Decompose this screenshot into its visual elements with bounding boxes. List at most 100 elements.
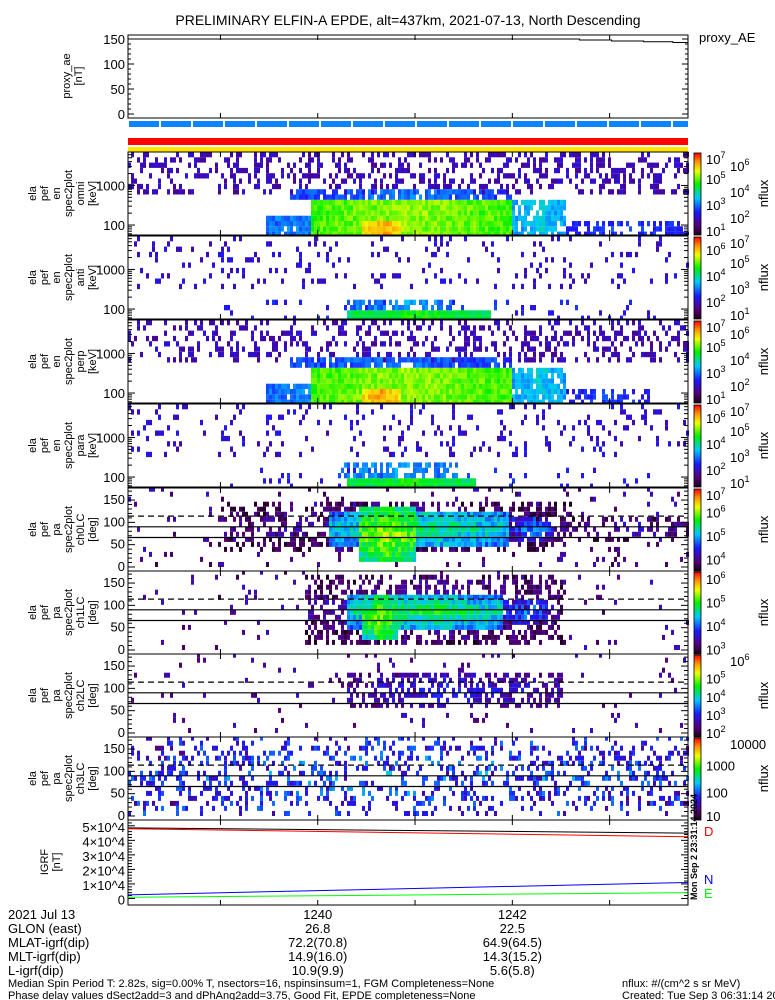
heatmap-cell	[521, 526, 524, 532]
heatmap-cell	[476, 362, 479, 368]
heatmap-cell	[377, 210, 380, 216]
heatmap-cell	[416, 357, 419, 363]
heatmap-cell	[461, 430, 464, 436]
heatmap-cell	[323, 614, 326, 620]
heatmap-cell	[356, 221, 359, 227]
heatmap-cell	[380, 215, 383, 221]
heatmap-cell	[485, 346, 488, 352]
heatmap-cell	[419, 546, 422, 552]
heatmap-cell	[497, 435, 500, 442]
heatmap-cell	[377, 221, 380, 227]
heatmap-cell	[155, 409, 158, 415]
heatmap-cell	[638, 231, 641, 235]
heatmap-cell	[341, 496, 344, 502]
heatmap-cell	[575, 394, 578, 400]
heatmap-cell	[494, 221, 497, 227]
heatmap-cell	[476, 226, 479, 232]
heatmap-cell	[137, 430, 140, 436]
heatmap-cell	[650, 521, 653, 527]
heatmap-cell	[488, 536, 491, 542]
heatmap-cell	[329, 584, 332, 590]
heatmap-cell	[659, 178, 662, 184]
heatmap-cell	[284, 231, 287, 235]
heatmap-cell	[323, 609, 326, 615]
heatmap-cell	[278, 221, 281, 227]
heatmap-cell	[506, 157, 509, 163]
heatmap-cell	[530, 226, 533, 232]
heatmap-cell	[245, 167, 248, 174]
heatmap-cell	[257, 526, 260, 532]
heatmap-cell	[374, 478, 377, 484]
heatmap-cell	[440, 205, 443, 211]
heatmap-cell	[341, 531, 344, 537]
heatmap-cell	[443, 478, 446, 484]
heatmap-cell	[614, 521, 617, 527]
heatmap-cell	[239, 516, 242, 522]
heatmap-cell	[644, 389, 647, 395]
heatmap-cell	[329, 419, 332, 426]
heatmap-cell	[407, 399, 410, 403]
heatmap-cell	[368, 215, 371, 221]
heatmap-cell	[551, 205, 554, 211]
heatmap-cell	[653, 189, 656, 195]
heatmap-cell	[335, 373, 338, 379]
heatmap-cell	[299, 257, 302, 263]
heatmap-cell	[275, 399, 278, 403]
heatmap-cell	[377, 383, 380, 389]
heatmap-cell	[545, 506, 548, 512]
heatmap-cell	[482, 231, 485, 235]
heatmap-cell	[407, 357, 410, 363]
heatmap-cell	[338, 199, 341, 206]
heatmap-cell	[554, 351, 557, 358]
heatmap-cell	[587, 335, 590, 342]
heatmap-cell	[410, 526, 413, 532]
heatmap-cell	[320, 501, 323, 507]
heatmap-cell	[278, 478, 281, 484]
heatmap-cell	[242, 267, 245, 274]
heatmap-cell	[302, 189, 305, 195]
heatmap-cell	[347, 594, 350, 600]
heatmap-cell	[485, 310, 488, 316]
heatmap-cell	[335, 574, 338, 580]
panel-label: ela pef en spec2plot omni [keV]	[27, 170, 99, 217]
heatmap-cell	[347, 506, 350, 512]
heatmap-cell	[278, 526, 281, 532]
heatmap-cell	[194, 162, 197, 168]
heatmap-cell	[296, 231, 299, 235]
heatmap-cell	[638, 236, 641, 242]
heatmap-cell	[380, 183, 383, 190]
heatmap-cell	[323, 599, 326, 605]
heatmap-cell	[329, 378, 332, 384]
heatmap-cell	[308, 594, 311, 600]
heatmap-cell	[572, 526, 575, 532]
heatmap-cell	[455, 536, 458, 542]
heatmap-cell	[350, 629, 353, 635]
heatmap-cell	[410, 194, 413, 200]
heatmap-cell	[335, 320, 338, 326]
heatmap-cell	[257, 278, 260, 284]
heatmap-cell	[410, 215, 413, 221]
heatmap-cell	[479, 183, 482, 190]
heatmap-cell	[557, 394, 560, 400]
heatmap-cell	[530, 305, 533, 311]
heatmap-cell	[524, 273, 527, 279]
heatmap-cell	[374, 521, 377, 527]
heatmap-cell	[587, 231, 590, 235]
heatmap-cell	[467, 325, 470, 331]
heatmap-cell	[635, 562, 638, 567]
heatmap-cell	[395, 173, 398, 179]
heatmap-cell	[479, 526, 482, 532]
heatmap-cell	[302, 194, 305, 200]
heatmap-cell	[146, 335, 149, 342]
heatmap-cell	[566, 491, 569, 497]
heatmap-cell	[353, 199, 356, 206]
heatmap-cell	[404, 378, 407, 384]
heatmap-cell	[455, 378, 458, 384]
heatmap-cell	[389, 506, 392, 512]
heatmap-cell	[560, 536, 563, 542]
heatmap-cell	[233, 536, 236, 542]
heatmap-cell	[455, 226, 458, 232]
heatmap-cell	[344, 639, 347, 645]
heatmap-cell	[407, 367, 410, 374]
heatmap-cell	[203, 536, 206, 542]
